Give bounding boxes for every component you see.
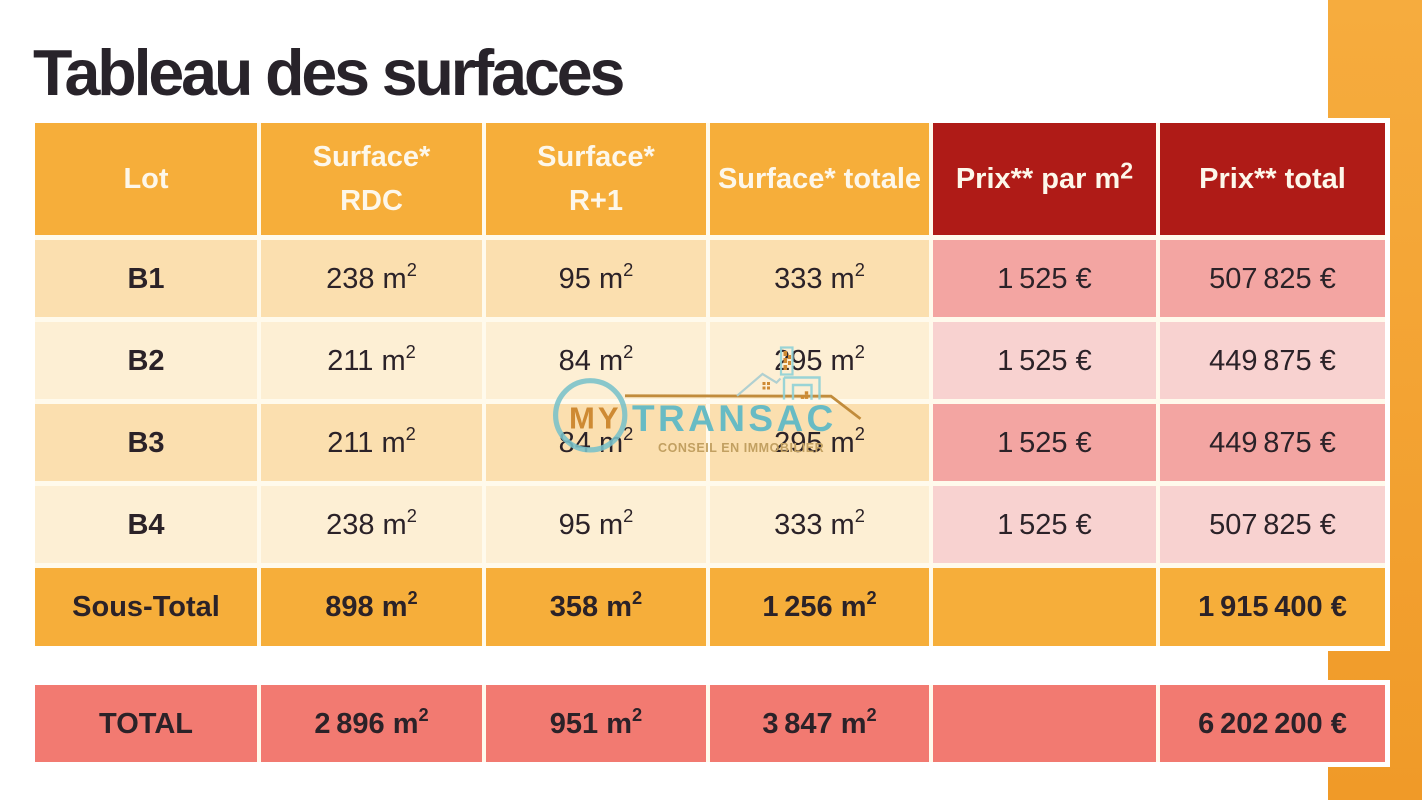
svg-text:MY: MY [569,401,622,436]
svg-text:TRANSAC: TRANSAC [632,398,837,439]
svg-text:CONSEIL EN IMMOBILIER: CONSEIL EN IMMOBILIER [658,441,824,455]
